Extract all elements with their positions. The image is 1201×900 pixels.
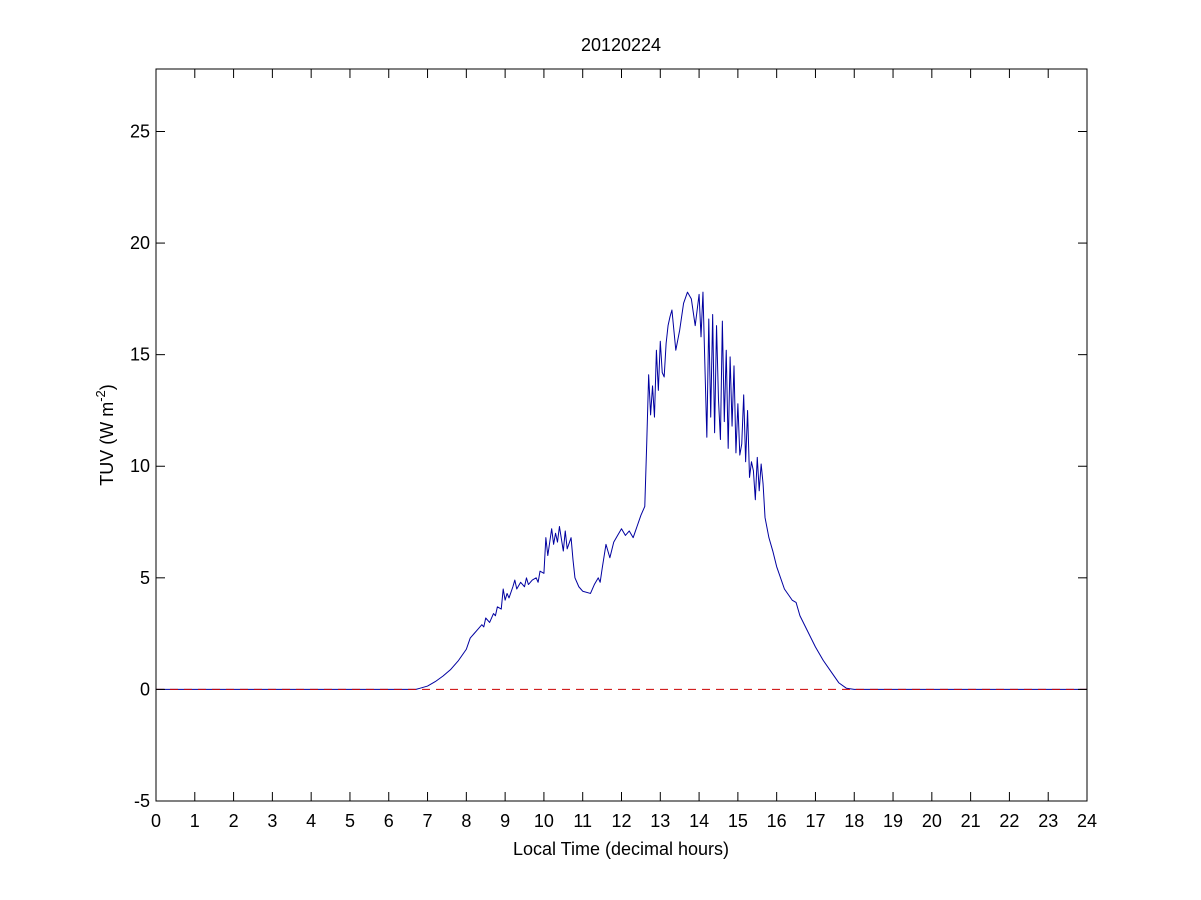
- y-axis-ticks: -5 0 5 10 15 20 25: [130, 121, 1087, 811]
- y-tick-label: 20: [130, 233, 150, 253]
- x-axis-label: Local Time (decimal hours): [513, 839, 729, 859]
- y-axis-label-superscript: -2: [93, 390, 108, 402]
- x-tick-label: 2: [229, 811, 239, 831]
- y-tick-label: 15: [130, 345, 150, 365]
- chart-title: 20120224: [581, 35, 661, 55]
- x-tick-label: 3: [267, 811, 277, 831]
- x-tick-label: 7: [423, 811, 433, 831]
- y-tick-label: 5: [140, 568, 150, 588]
- x-tick-label: 18: [844, 811, 864, 831]
- x-tick-label: 15: [728, 811, 748, 831]
- y-axis-label-close: ): [97, 384, 117, 390]
- y-tick-label: 25: [130, 121, 150, 141]
- x-axis-ticks: 0 1 2 3 4 5 6 7 8 9 10 11 12 13 14 15 16 17 18 19 20 21 22 23 24: [151, 69, 1097, 831]
- x-tick-label: 5: [345, 811, 355, 831]
- x-tick-label: 8: [461, 811, 471, 831]
- x-tick-label: 24: [1077, 811, 1097, 831]
- x-tick-label: 23: [1038, 811, 1058, 831]
- x-tick-label: 0: [151, 811, 161, 831]
- x-tick-label: 6: [384, 811, 394, 831]
- x-tick-label: 17: [805, 811, 825, 831]
- x-tick-label: 12: [611, 811, 631, 831]
- y-tick-label: 10: [130, 456, 150, 476]
- y-axis-label-main: TUV (W m: [97, 402, 117, 486]
- x-tick-label: 19: [883, 811, 903, 831]
- x-tick-label: 9: [500, 811, 510, 831]
- x-tick-label: 13: [650, 811, 670, 831]
- x-tick-label: 21: [961, 811, 981, 831]
- x-tick-label: 14: [689, 811, 709, 831]
- y-tick-label: -5: [134, 791, 150, 811]
- x-tick-label: 16: [767, 811, 787, 831]
- tuv-series-line: [156, 291, 1087, 690]
- y-tick-label: 0: [140, 679, 150, 699]
- x-tick-label: 11: [573, 811, 592, 831]
- x-tick-label: 22: [999, 811, 1019, 831]
- series-layer: [156, 291, 1087, 690]
- x-tick-label: 4: [306, 811, 316, 831]
- y-axis-label: TUV (W m-2): [93, 384, 117, 486]
- x-tick-label: 20: [922, 811, 942, 831]
- x-tick-label: 10: [534, 811, 554, 831]
- x-tick-label: 1: [190, 811, 200, 831]
